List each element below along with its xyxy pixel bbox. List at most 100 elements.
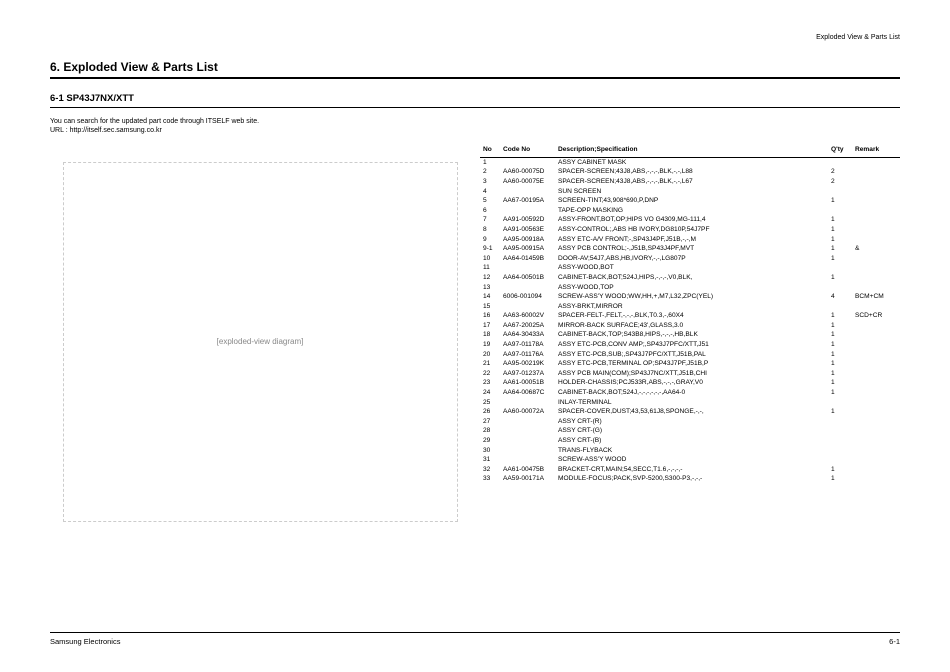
cell-desc: SCREW-ASS'Y WOOD: [555, 455, 828, 465]
cell-desc: CABINET-BACK,BOT;524J,-,-,-,-,-,-,AA64-0: [555, 388, 828, 398]
cell-qty: [828, 282, 852, 292]
intro-text: You can search for the updated part code…: [50, 118, 900, 136]
cell-qty: 1: [828, 225, 852, 235]
col-header-remark: Remark: [852, 142, 900, 158]
cell-qty: 1: [828, 330, 852, 340]
cell-remark: [852, 455, 900, 465]
cell-remark: [852, 205, 900, 215]
cell-desc: SUN SCREEN: [555, 186, 828, 196]
cell-no: 26: [480, 407, 500, 417]
cell-desc: MIRROR-BACK SURFACE;43',GLASS,3.0: [555, 321, 828, 331]
cell-remark: [852, 474, 900, 484]
table-row: 2AA60-00075DSPACER-SCREEN;43J8,ABS,-,-,-…: [480, 167, 900, 177]
cell-no: 17: [480, 321, 500, 331]
cell-no: 9: [480, 234, 500, 244]
cell-qty: 1: [828, 196, 852, 206]
cell-no: 23: [480, 378, 500, 388]
table-row: 24AA64-00687CCABINET-BACK,BOT;524J,-,-,-…: [480, 388, 900, 398]
cell-remark: BCM+CM: [852, 292, 900, 302]
cell-code: [500, 301, 555, 311]
cell-desc: INLAY-TERMINAL: [555, 397, 828, 407]
cell-no: 19: [480, 340, 500, 350]
cell-no: 6: [480, 205, 500, 215]
cell-no: 29: [480, 436, 500, 446]
table-row: 18AA64-30433ACABINET-BACK,TOP;S43B8,HIPS…: [480, 330, 900, 340]
cell-qty: [828, 186, 852, 196]
cell-no: 27: [480, 417, 500, 427]
cell-remark: [852, 378, 900, 388]
cell-desc: ASSY-FRONT,BOT,OP;HIPS VO G4309,MG-111,4: [555, 215, 828, 225]
table-row: 29 ASSY CRT-(B): [480, 436, 900, 446]
cell-no: 10: [480, 253, 500, 263]
cell-remark: [852, 340, 900, 350]
table-row: 33AA59-00171AMODULE-FOCUS;PACK,SVP-5200,…: [480, 474, 900, 484]
table-column: No Code No Description;Specification Q't…: [470, 142, 900, 522]
cell-desc: TRANS-FLYBACK: [555, 445, 828, 455]
table-row: 1 ASSY CABINET MASK: [480, 157, 900, 167]
col-header-code: Code No: [500, 142, 555, 158]
cell-no: 22: [480, 369, 500, 379]
cell-no: 11: [480, 263, 500, 273]
table-row: 10AA64-01459BDOOR-AV;54J7,ABS,HB,IVORY,-…: [480, 253, 900, 263]
intro-line2: URL : http://itself.sec.samsung.co.kr: [50, 127, 900, 136]
cell-desc: SPACER-COVER,DUST;43,53,61J8,SPONGE,-,-,: [555, 407, 828, 417]
cell-remark: [852, 167, 900, 177]
cell-remark: SCD+CR: [852, 311, 900, 321]
table-row: 28ASSY CRT-(G): [480, 426, 900, 436]
cell-qty: [828, 157, 852, 167]
cell-qty: 1: [828, 465, 852, 475]
cell-remark: [852, 225, 900, 235]
footer-right: 6-1: [889, 637, 900, 646]
cell-desc: MODULE-FOCUS;PACK,SVP-5200,S300-P3,-,-,-: [555, 474, 828, 484]
table-row: 15ASSY-BRKT,MIRROR: [480, 301, 900, 311]
table-row: 146006-001094SCREW-ASS'Y WOOD;WW,HH,+,M7…: [480, 292, 900, 302]
table-row: 27 ASSY CRT-(R): [480, 417, 900, 427]
cell-remark: &: [852, 244, 900, 254]
cell-remark: [852, 196, 900, 206]
cell-desc: ASSY-BRKT,MIRROR: [555, 301, 828, 311]
cell-remark: [852, 301, 900, 311]
cell-qty: [828, 301, 852, 311]
cell-no: 12: [480, 273, 500, 283]
cell-no: 18: [480, 330, 500, 340]
cell-desc: ASSY ETC-PCB,CONV AMP;,SP43J7PFC/XTT,J51: [555, 340, 828, 350]
cell-code: [500, 445, 555, 455]
page-container: Exploded View & Parts List 6. Exploded V…: [0, 0, 950, 672]
cell-code: AA60-00072A: [500, 407, 555, 417]
table-row: 17AA67-20025AMIRROR-BACK SURFACE;43',GLA…: [480, 321, 900, 331]
table-row: 3AA60-00075ESPACER-SCREEN;43J8,ABS,-,-,-…: [480, 177, 900, 187]
cell-remark: [852, 369, 900, 379]
cell-qty: 1: [828, 215, 852, 225]
cell-code: [500, 426, 555, 436]
table-row: 22AA97-01237AASSY PCB MAIN(COM);SP43J7NC…: [480, 369, 900, 379]
table-row: 5AA67-00195ASCREEN-TINT;43,908*690,P,DNP…: [480, 196, 900, 206]
cell-no: 28: [480, 426, 500, 436]
cell-remark: [852, 465, 900, 475]
table-row: 20AA97-01176AASSY ETC-PCB,SUB;,SP43J7PFC…: [480, 349, 900, 359]
cell-qty: 4: [828, 292, 852, 302]
cell-remark: [852, 215, 900, 225]
cell-qty: 1: [828, 340, 852, 350]
cell-desc: ASSY CRT-(B): [555, 436, 828, 446]
cell-desc: ASSY CABINET MASK: [555, 157, 828, 167]
cell-code: [500, 186, 555, 196]
cell-no: 2: [480, 167, 500, 177]
cell-desc: SPACER-SCREEN;43J8,ABS,-,-,-,BLK,-,-,L67: [555, 177, 828, 187]
cell-code: AA95-00918A: [500, 234, 555, 244]
cell-code: AA61-00475B: [500, 465, 555, 475]
intro-line1: You can search for the updated part code…: [50, 118, 900, 127]
cell-desc: ASSY-CONTROL;,ABS HB IVORY,DG810P,54J7PF: [555, 225, 828, 235]
cell-desc: ASSY ETC-A/V FRONT;-,SP43J4PF,J51B,-,-,M: [555, 234, 828, 244]
cell-remark: [852, 157, 900, 167]
cell-remark: [852, 263, 900, 273]
cell-code: [500, 397, 555, 407]
cell-no: 9-1: [480, 244, 500, 254]
footer-left: Samsung Electronics: [50, 637, 120, 646]
cell-qty: [828, 455, 852, 465]
cell-code: AA97-01237A: [500, 369, 555, 379]
cell-desc: ASSY CRT-(R): [555, 417, 828, 427]
cell-code: AA64-30433A: [500, 330, 555, 340]
cell-code: [500, 157, 555, 167]
cell-remark: [852, 436, 900, 446]
cell-no: 1: [480, 157, 500, 167]
